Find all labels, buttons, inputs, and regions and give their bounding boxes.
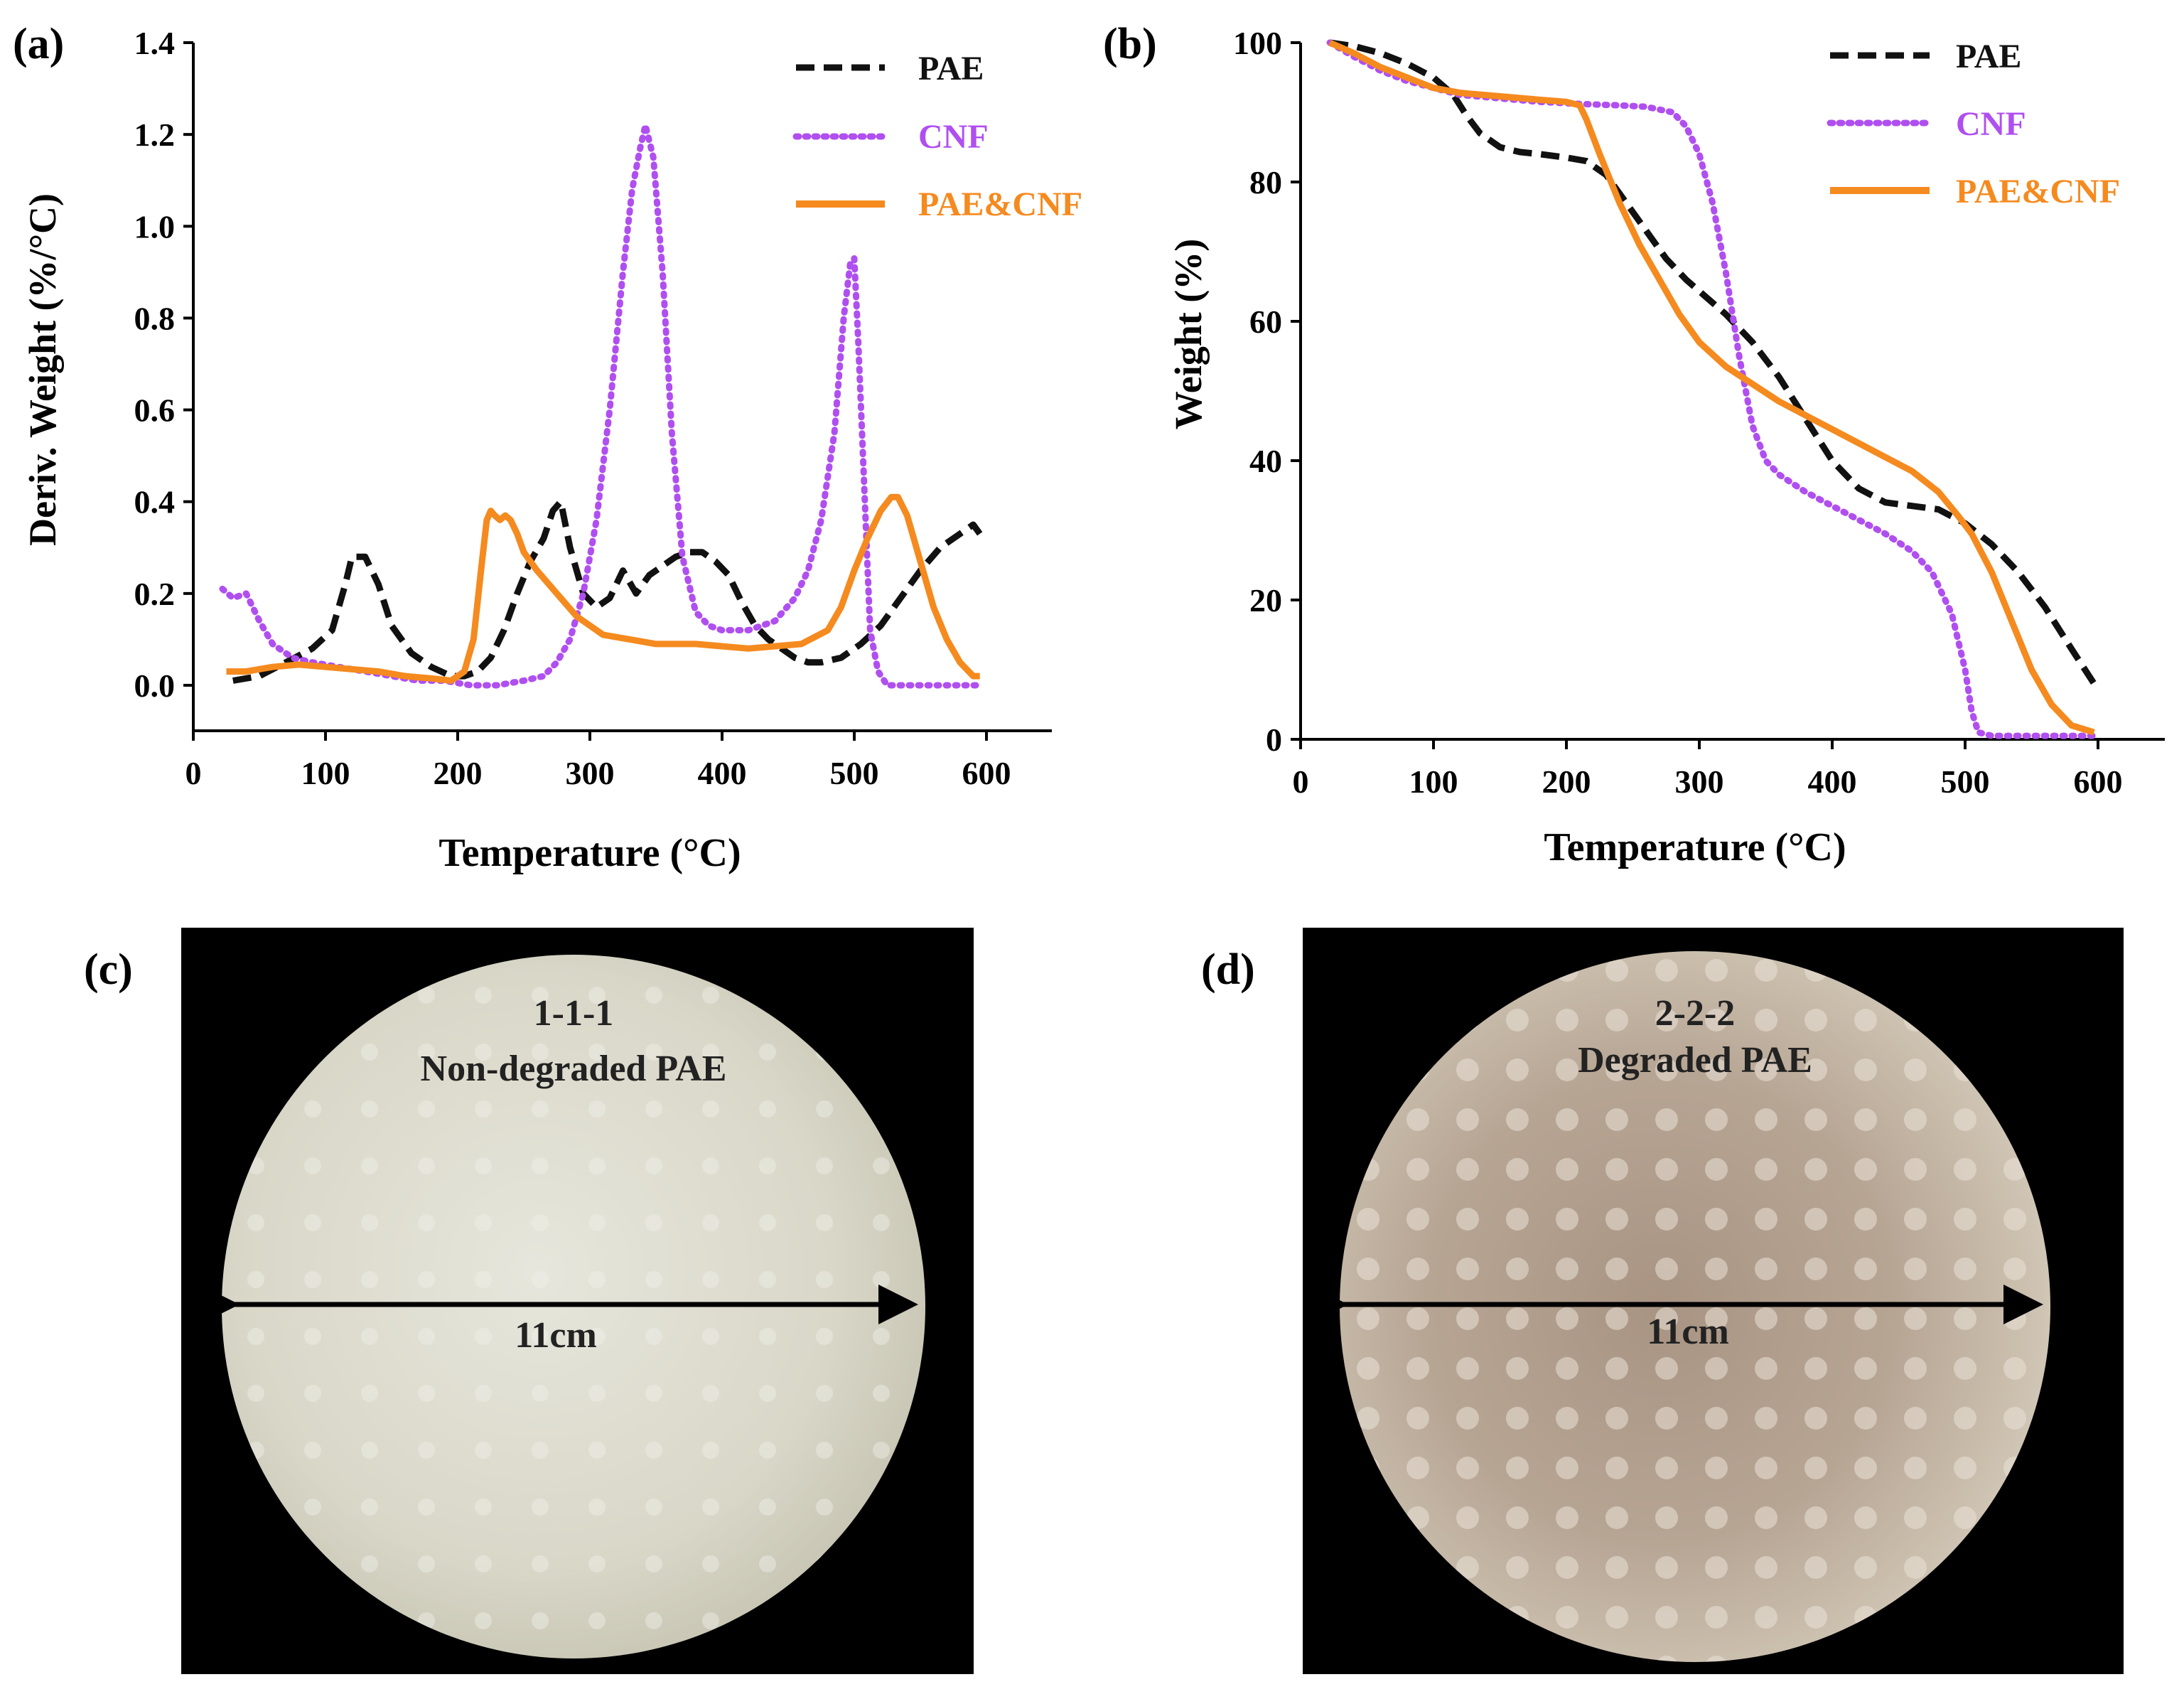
panel-c-photo: (c) 1-1-1 Non-degraded PAE 11cm bbox=[84, 928, 974, 1674]
panel-a-axes: 0.0 0.2 0.4 0.6 0.8 1.0 1.2 1.4 0 100 200 300 400 500… bbox=[134, 25, 1052, 791]
panel-a-y-tick-label: 0.2 bbox=[134, 576, 176, 612]
panel-a-y-tick-label: 1.0 bbox=[134, 208, 176, 245]
panel-b-series bbox=[1326, 39, 2097, 739]
panel-c-sample-id: 1-1-1 bbox=[534, 993, 614, 1034]
panel-c-caption: Non-degraded PAE bbox=[421, 1049, 727, 1089]
panel-b-y-tick-label: 80 bbox=[1249, 164, 1282, 200]
panel-a-legend-pae: PAE bbox=[918, 50, 984, 87]
panel-b-label: (b) bbox=[1103, 20, 1157, 68]
panel-a-y-tick-label: 0.8 bbox=[134, 300, 176, 336]
panel-b-chart: (b) 0 20 40 60 80 100 0 100 200 300 400 500 600 Temp… bbox=[1103, 20, 2165, 869]
panel-a-series-pae-cnf bbox=[226, 493, 980, 684]
panel-b-x-tick-label: 300 bbox=[1675, 763, 1724, 800]
panel-a-series bbox=[219, 122, 984, 689]
panel-b-legend-pae: PAE bbox=[1956, 38, 2021, 75]
panel-b-axes: 0 20 40 60 80 100 0 100 200 300 400 500 600 bbox=[1233, 25, 2165, 800]
panel-b-x-tick-label: 600 bbox=[2074, 763, 2123, 800]
panel-c-label: (c) bbox=[84, 945, 133, 994]
panel-b-legend: PAE CNF PAE&CNF bbox=[1827, 38, 2120, 210]
panel-b-legend-pae-cnf: PAE&CNF bbox=[1956, 173, 2120, 210]
panel-d-dimension-label: 11cm bbox=[1647, 1312, 1729, 1352]
panel-b-y-tick-label: 40 bbox=[1249, 443, 1282, 479]
panel-b-series-pae-cnf bbox=[1328, 39, 2095, 736]
panel-a-label: (a) bbox=[13, 20, 64, 68]
panel-b-x-tick-label: 100 bbox=[1409, 763, 1458, 800]
panel-a-x-tick-label: 200 bbox=[434, 755, 483, 791]
panel-a-x-tick-label: 500 bbox=[830, 755, 879, 791]
panel-a-y-tick-label: 1.2 bbox=[134, 117, 176, 153]
panel-d-caption: Degraded PAE bbox=[1578, 1040, 1812, 1081]
panel-a-y-tick-label: 1.4 bbox=[134, 25, 176, 61]
panel-a-legend-cnf: CNF bbox=[918, 118, 989, 156]
panel-a-chart: (a) 0.0 0.2 0.4 0.6 0.8 1.0 1.2 1.4 0 100 200 300 40… bbox=[13, 20, 1082, 875]
panel-c-dimension-label: 11cm bbox=[515, 1315, 597, 1356]
panel-a-legend-pae-cnf: PAE&CNF bbox=[918, 186, 1082, 223]
panel-b-x-axis-title: Temperature (°C) bbox=[1544, 825, 1846, 869]
panel-b-series-pae bbox=[1329, 39, 2097, 686]
panel-b-y-tick-label: 60 bbox=[1249, 304, 1282, 340]
panel-a-x-tick-label: 600 bbox=[962, 755, 1011, 791]
panel-b-y-axis-title: Weight (%) bbox=[1167, 239, 1210, 429]
panel-d-sample-id: 2-2-2 bbox=[1655, 993, 1736, 1034]
panel-b-x-tick-label: 500 bbox=[1941, 763, 1990, 800]
panel-a-x-axis-title: Temperature (°C) bbox=[439, 831, 741, 875]
panel-b-x-tick-label: 200 bbox=[1542, 763, 1591, 800]
panel-b-legend-cnf: CNF bbox=[1956, 105, 2026, 143]
panel-a-legend: PAE CNF PAE&CNF bbox=[792, 50, 1082, 223]
panel-a-x-tick-label: 300 bbox=[566, 755, 615, 791]
panel-a-y-tick-label: 0.4 bbox=[134, 484, 176, 520]
panel-b-series-cnf bbox=[1326, 39, 2097, 739]
panel-b-y-tick-label: 20 bbox=[1249, 582, 1282, 618]
panel-b-y-tick-label: 100 bbox=[1233, 25, 1282, 61]
panel-a-x-tick-label: 0 bbox=[185, 755, 202, 791]
panel-a-y-axis-title: Deriv. Weight (%/°C) bbox=[21, 193, 64, 546]
panel-a-y-tick-label: 0.0 bbox=[134, 668, 176, 704]
panel-b-x-tick-label: 0 bbox=[1293, 763, 1309, 800]
panel-d-label: (d) bbox=[1201, 945, 1255, 994]
panel-b-x-tick-label: 400 bbox=[1808, 763, 1857, 800]
panel-a-series-pae bbox=[232, 498, 983, 684]
panel-a-y-tick-label: 0.6 bbox=[134, 392, 176, 429]
panel-a-x-tick-label: 400 bbox=[698, 755, 747, 791]
panel-d-photo: (d) 2-2-2 Degraded PAE 11cm bbox=[1201, 928, 2124, 1674]
panel-a-x-tick-label: 100 bbox=[301, 755, 350, 791]
panel-b-y-tick-label: 0 bbox=[1266, 722, 1282, 758]
